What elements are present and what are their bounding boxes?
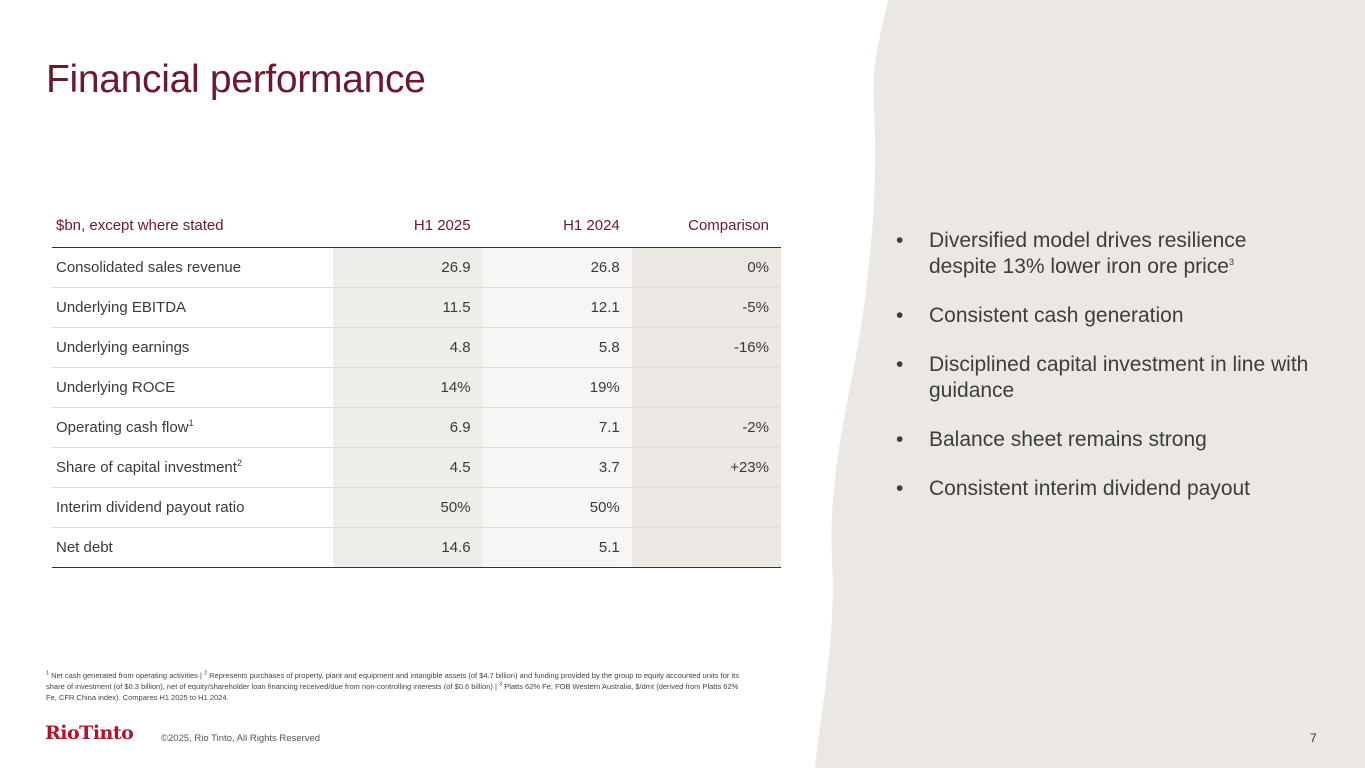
cell-h1-2024: 7.1 xyxy=(482,407,632,448)
row-label: Net debt xyxy=(52,527,334,568)
row-label: Share of capital investment2 xyxy=(52,447,334,488)
table-row: Underlying EBITDA 11.5 12.1 -5% xyxy=(52,287,781,328)
cell-h1-2025: 26.9 xyxy=(333,247,483,288)
bullet-item: • Diversified model drives resilience des… xyxy=(896,229,1247,278)
cell-h1-2025: 14.6 xyxy=(333,527,483,568)
cell-h1-2024: 5.8 xyxy=(482,327,632,368)
table-row: Underlying ROCE 14% 19% xyxy=(52,367,781,408)
financial-table: $bn, except where stated H1 2025 H1 2024… xyxy=(52,205,781,568)
cell-comparison xyxy=(631,367,781,408)
page-title: Financial performance xyxy=(46,58,426,101)
header-comparison: Comparison xyxy=(631,205,781,248)
key-points-list: • Diversified model drives resilience des… xyxy=(896,228,1316,525)
table-row: Consolidated sales revenue 26.9 26.8 0% xyxy=(52,247,781,288)
header-h1-2025: H1 2025 xyxy=(333,205,483,248)
header-metric: $bn, except where stated xyxy=(52,205,334,248)
row-label: Underlying ROCE xyxy=(52,367,334,408)
page-number: 7 xyxy=(1310,731,1317,745)
table-row: Underlying earnings 4.8 5.8 -16% xyxy=(52,327,781,368)
cell-h1-2025: 4.8 xyxy=(333,327,483,368)
bullet-marker: • xyxy=(896,353,904,376)
cell-comparison: -16% xyxy=(631,327,781,368)
header-h1-2024: H1 2024 xyxy=(482,205,632,248)
table-row: Operating cash flow1 6.9 7.1 -2% xyxy=(52,407,781,448)
cell-h1-2025: 4.5 xyxy=(333,447,483,488)
cell-h1-2024: 19% xyxy=(482,367,632,408)
bullet-marker: • xyxy=(896,477,904,500)
bullet-marker: • xyxy=(896,428,904,451)
table-header-row: $bn, except where stated H1 2025 H1 2024… xyxy=(52,205,781,248)
footnotes: 1 Net cash generated from operating acti… xyxy=(46,670,739,702)
bullet-item: • Disciplined capital investment in line … xyxy=(896,353,1309,402)
bullet-marker: • xyxy=(896,229,904,252)
cell-comparison: +23% xyxy=(631,447,781,488)
cell-comparison xyxy=(631,487,781,528)
table-row: Interim dividend payout ratio 50% 50% xyxy=(52,487,781,528)
copyright-notice: ©2025, Rio Tinto, All Rights Reserved xyxy=(161,733,321,744)
cell-h1-2025: 50% xyxy=(333,487,483,528)
cell-h1-2024: 50% xyxy=(482,487,632,528)
row-label: Underlying earnings xyxy=(52,327,334,368)
row-label: Underlying EBITDA xyxy=(52,287,334,328)
cell-h1-2025: 6.9 xyxy=(333,407,483,448)
table-row: Net debt 14.6 5.1 xyxy=(52,527,781,568)
cell-h1-2024: 3.7 xyxy=(482,447,632,488)
cell-comparison xyxy=(631,527,781,568)
cell-h1-2024: 12.1 xyxy=(482,287,632,328)
bullet-item: • Balance sheet remains strong xyxy=(896,428,1207,451)
rio-tinto-logo: RioTinto xyxy=(45,722,134,744)
cell-comparison: -2% xyxy=(631,407,781,448)
row-label: Operating cash flow1 xyxy=(52,407,334,448)
table-row: Share of capital investment2 4.5 3.7 +23… xyxy=(52,447,781,488)
cell-h1-2025: 14% xyxy=(333,367,483,408)
bullet-marker: • xyxy=(896,304,904,327)
row-label: Interim dividend payout ratio xyxy=(52,487,334,528)
bullet-item: • Consistent cash generation xyxy=(896,304,1184,327)
cell-h1-2024: 5.1 xyxy=(482,527,632,568)
cell-comparison: -5% xyxy=(631,287,781,328)
cell-h1-2025: 11.5 xyxy=(333,287,483,328)
cell-h1-2024: 26.8 xyxy=(482,247,632,288)
bullet-item: • Consistent interim dividend payout xyxy=(896,477,1251,500)
cell-comparison: 0% xyxy=(631,247,781,288)
row-label: Consolidated sales revenue xyxy=(52,247,334,288)
